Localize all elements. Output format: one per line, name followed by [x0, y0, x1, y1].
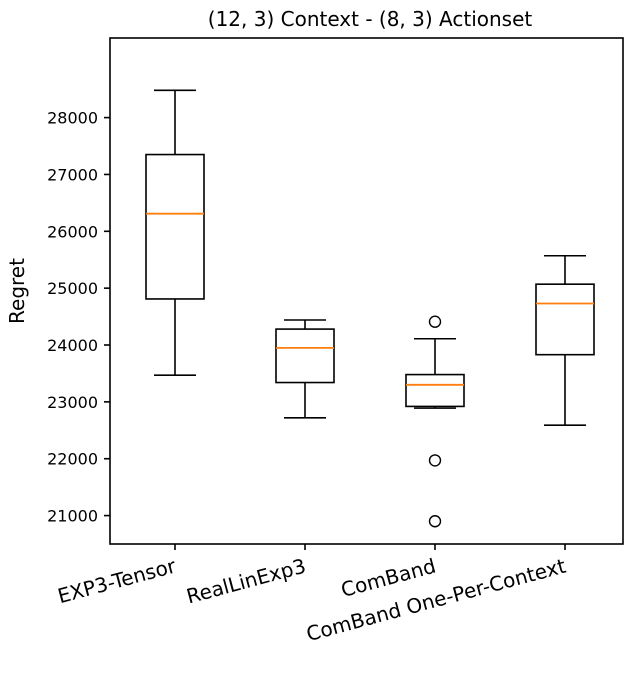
- y-tick-label: 22000: [47, 450, 98, 469]
- box: [535, 283, 595, 356]
- box-group: [275, 319, 335, 419]
- y-tick-label: 26000: [47, 222, 98, 241]
- box: [405, 373, 465, 408]
- y-tick-label: 25000: [47, 279, 98, 298]
- y-tick-label: 21000: [47, 507, 98, 526]
- y-tick-label: 28000: [47, 109, 98, 128]
- y-axis-title: Regret: [5, 258, 29, 324]
- outlier-point: [428, 454, 442, 467]
- y-tick-label: 24000: [47, 336, 98, 355]
- x-tick-label: EXP3-Tensor: [55, 553, 179, 608]
- y-tick-label: 23000: [47, 393, 98, 412]
- plot-area: [104, 89, 595, 550]
- box-group: [535, 254, 595, 426]
- y-tick-label: 27000: [47, 165, 98, 184]
- outlier-point: [428, 315, 442, 328]
- plot-frame: [109, 37, 624, 545]
- x-tick-label: RealLinExp3: [184, 554, 308, 609]
- box-group: [405, 315, 465, 528]
- chart-title: (12, 3) Context - (8, 3) Actionset: [208, 7, 533, 31]
- box: [145, 153, 205, 300]
- outlier-point: [428, 515, 442, 528]
- box-group: [145, 89, 205, 376]
- box: [275, 328, 335, 384]
